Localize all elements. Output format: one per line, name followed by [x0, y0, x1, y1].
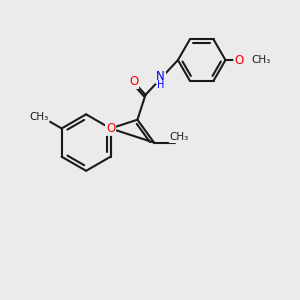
- Text: O: O: [129, 75, 138, 88]
- Text: CH₃: CH₃: [29, 112, 49, 122]
- Text: CH₃: CH₃: [251, 55, 271, 65]
- Text: H: H: [157, 80, 164, 90]
- Text: CH₃: CH₃: [169, 132, 189, 142]
- Text: O: O: [106, 122, 115, 135]
- Text: N: N: [156, 70, 165, 83]
- Text: O: O: [234, 54, 244, 67]
